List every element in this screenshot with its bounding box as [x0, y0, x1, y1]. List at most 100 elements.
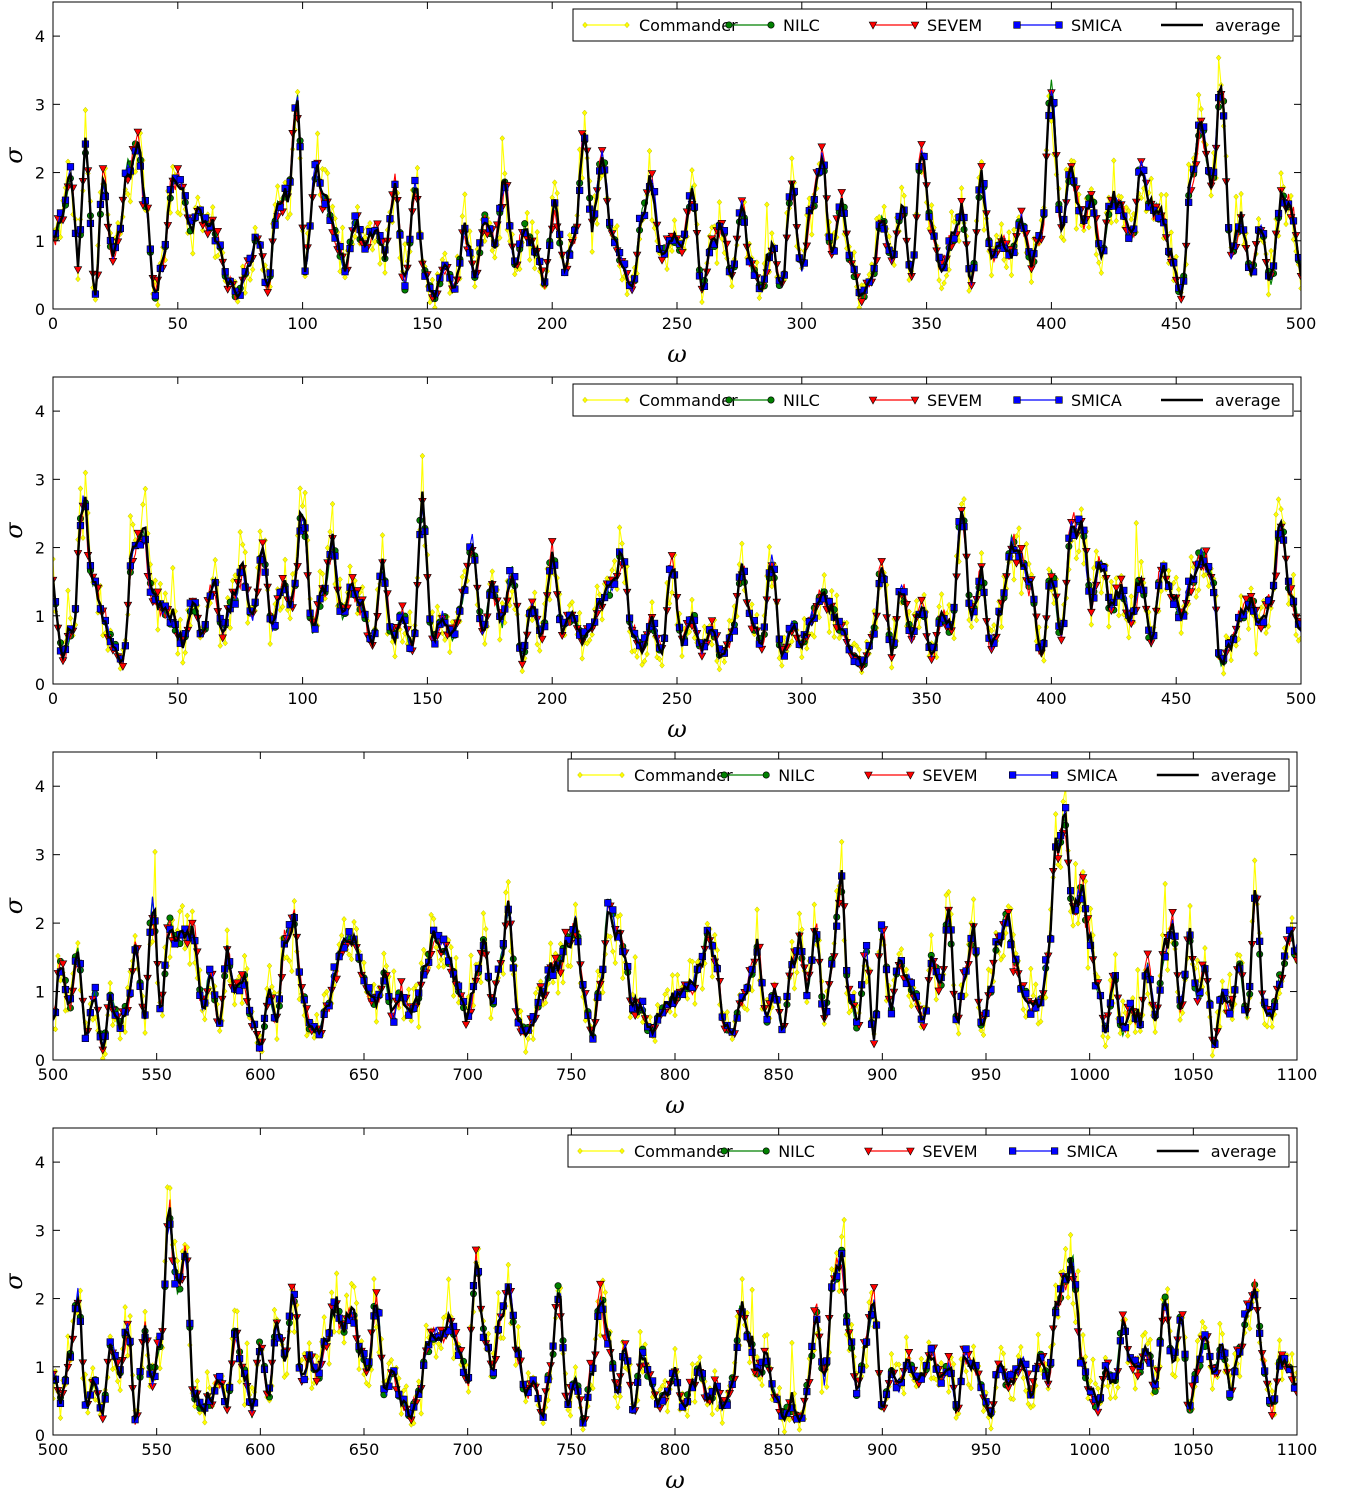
data-point-smica [402, 283, 409, 290]
data-point-smica [1062, 804, 1069, 811]
legend-label-smica: SMICA [1071, 16, 1122, 35]
legend-label-smica: SMICA [1071, 391, 1122, 410]
legend-marker-nilc [721, 772, 727, 778]
x-tick-label: 650 [349, 1065, 380, 1084]
legend-label-average: average [1211, 766, 1277, 785]
x-axis-label: ω [667, 340, 687, 368]
legend-label-nilc: NILC [783, 391, 820, 410]
legend-label-sevem: SEVEM [927, 16, 982, 35]
y-axis-label: σ [0, 147, 28, 164]
y-tick-label: 0 [35, 675, 45, 694]
x-tick-label: 150 [412, 314, 443, 333]
x-tick-label: 250 [662, 314, 693, 333]
legend-label-nilc: NILC [778, 766, 815, 785]
y-tick-label: 4 [35, 27, 45, 46]
legend-label-sevem: SEVEM [922, 766, 977, 785]
x-tick-label: 100 [287, 689, 318, 708]
legend-label-average: average [1215, 391, 1281, 410]
legend-label-average: average [1215, 16, 1281, 35]
x-tick-label: 100 [287, 314, 318, 333]
data-point-smica [312, 626, 319, 633]
legend-marker-nilc [726, 397, 732, 403]
x-tick-label: 0 [48, 689, 58, 708]
legend-marker-nilc [726, 22, 732, 28]
data-point-nilc [522, 220, 528, 226]
x-tick-label: 50 [168, 314, 188, 333]
legend-label-smica: SMICA [1067, 766, 1118, 785]
x-tick-label: 700 [452, 1065, 483, 1084]
y-tick-label: 1 [35, 232, 45, 251]
y-axis-label: σ [0, 522, 28, 539]
data-point-smica [346, 928, 353, 935]
data-point-smica [82, 1035, 89, 1042]
x-tick-label: 200 [537, 314, 568, 333]
y-tick-label: 1 [35, 607, 45, 626]
x-tick-label: 750 [556, 1065, 587, 1084]
x-tick-label: 1100 [1277, 1065, 1318, 1084]
data-point-smica [232, 601, 239, 608]
legend: Commander NILC SEVEM SMICA average [568, 759, 1289, 791]
x-tick-label: 400 [1036, 689, 1067, 708]
data-point-smica [1027, 1011, 1034, 1018]
x-tick-label: 150 [412, 689, 443, 708]
data-point-smica [878, 922, 885, 929]
data-point-nilc [555, 1283, 561, 1289]
x-tick-label: 200 [537, 689, 568, 708]
x-tick-label: 300 [787, 314, 818, 333]
x-tick-label: 450 [1161, 314, 1192, 333]
data-point-smica [605, 900, 612, 907]
y-tick-label: 2 [35, 914, 45, 933]
data-point-smica [863, 942, 870, 949]
x-tick-label: 850 [763, 1065, 794, 1084]
legend-label-commander: Commander [634, 766, 733, 785]
data-point-smica [1227, 1011, 1234, 1018]
legend-marker-smica [1056, 22, 1063, 29]
data-point-smica [391, 1019, 398, 1026]
y-tick-label: 2 [35, 164, 45, 183]
legend-marker-nilc [763, 772, 769, 778]
legend-label-commander: Commander [639, 16, 738, 35]
data-point-smica [206, 966, 213, 973]
data-point-smica [1125, 235, 1132, 242]
x-tick-label: 500 [1286, 689, 1317, 708]
y-tick-label: 4 [35, 402, 45, 421]
x-tick-label: 550 [141, 1065, 172, 1084]
data-point-smica [610, 907, 617, 914]
x-tick-label: 0 [48, 314, 58, 333]
data-point-smica [412, 177, 419, 184]
y-tick-label: 3 [35, 846, 45, 865]
legend-label-nilc: NILC [783, 16, 820, 35]
data-point-smica [177, 176, 184, 183]
x-tick-label: 250 [662, 689, 693, 708]
legend-marker-smica [1014, 397, 1021, 404]
x-tick-label: 350 [911, 314, 942, 333]
legend-marker-smica [1014, 22, 1021, 29]
legend-marker-nilc [768, 397, 774, 403]
x-tick-label: 350 [911, 689, 942, 708]
y-tick-label: 3 [35, 95, 45, 114]
data-point-smica [1170, 601, 1177, 608]
legend-marker-smica [1009, 772, 1016, 779]
legend-label-sevem: SEVEM [927, 391, 982, 410]
data-point-smica [67, 163, 74, 170]
plot-area [53, 2, 1301, 309]
x-tick-label: 950 [971, 1065, 1002, 1084]
data-point-smica [506, 567, 513, 574]
x-tick-label: 900 [867, 1065, 898, 1084]
data-point-smica [352, 213, 359, 220]
y-tick-label: 1 [35, 983, 45, 1002]
x-tick-label: 400 [1036, 314, 1067, 333]
plot-area [53, 1128, 1297, 1435]
x-tick-label: 300 [787, 689, 818, 708]
y-tick-label: 0 [35, 300, 45, 319]
x-tick-label: 800 [660, 1065, 691, 1084]
x-tick-label: 500 [1286, 314, 1317, 333]
data-point-smica [888, 1010, 895, 1017]
legend-marker-nilc [768, 22, 774, 28]
data-point-smica [440, 936, 447, 943]
